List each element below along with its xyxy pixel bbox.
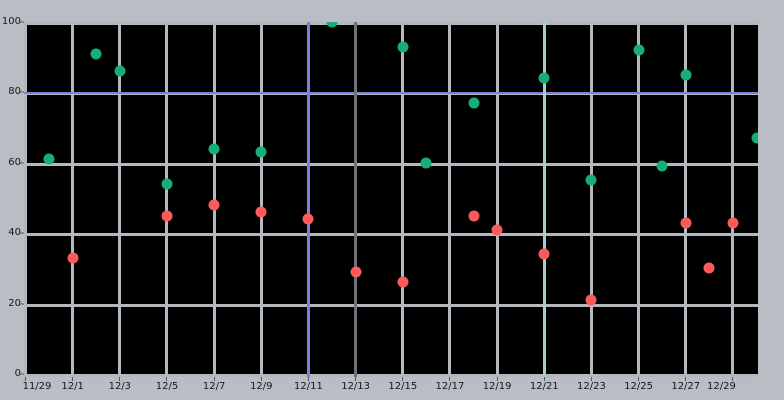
data-point-up[interactable]: [420, 157, 432, 169]
gridline-vertical: [212, 22, 216, 377]
y-axis-tick-mark: [20, 21, 24, 23]
gridline-vertical: [589, 22, 593, 377]
x-axis-tick-mark: [590, 377, 592, 381]
x-axis-tick-label: 12/5: [155, 381, 179, 392]
x-axis-tick-mark: [355, 377, 357, 381]
y-axis-tick-label: 40: [8, 227, 21, 239]
data-point-down[interactable]: [585, 294, 597, 306]
gridline-vertical: [259, 22, 263, 377]
data-point-down[interactable]: [302, 213, 314, 225]
y-axis-tick-mark: [20, 91, 24, 93]
gridline-vertical: [448, 22, 452, 377]
x-axis-tick-label: 12/9: [250, 381, 273, 392]
data-point-down[interactable]: [703, 262, 715, 274]
x-axis-tick-mark: [72, 377, 74, 381]
x-axis-tick-mark: [166, 377, 168, 381]
gridline-vertical: [71, 22, 75, 377]
data-point-up[interactable]: [43, 153, 55, 165]
x-axis-tick-mark: [213, 377, 215, 381]
x-axis-tick-label: 12/23: [577, 381, 606, 392]
x-axis-tick-label: 12/1: [61, 381, 84, 392]
gridline-horizontal: [24, 303, 758, 307]
y-axis-tick-label: 20: [8, 297, 21, 309]
plot-area[interactable]: [24, 22, 758, 377]
data-point-down[interactable]: [208, 199, 220, 211]
highlight-line-horizontal: [24, 92, 758, 95]
gridline-vertical: [118, 22, 122, 377]
gridline-vertical: [495, 22, 499, 377]
x-axis-tick-label: 12/19: [482, 381, 512, 392]
x-axis-tick-label: 12/15: [388, 381, 418, 392]
data-point-up[interactable]: [255, 146, 267, 158]
data-point-up[interactable]: [680, 69, 692, 81]
x-axis-tick-label: 12/7: [202, 381, 226, 392]
gridline-horizontal: [24, 22, 758, 25]
data-point-up[interactable]: [326, 22, 338, 28]
x-axis-tick-mark: [25, 377, 26, 381]
data-point-up[interactable]: [633, 44, 645, 56]
data-point-down[interactable]: [491, 224, 503, 236]
y-axis-tick-mark: [20, 232, 24, 234]
gridline-vertical: [24, 22, 27, 377]
data-point-up[interactable]: [751, 132, 758, 144]
y-axis-tick-label: 0: [14, 368, 21, 379]
x-axis-tick-mark: [496, 377, 498, 381]
x-axis-tick-mark: [402, 377, 404, 381]
data-point-down[interactable]: [67, 252, 79, 264]
data-point-down[interactable]: [255, 206, 267, 218]
data-point-up[interactable]: [208, 143, 220, 155]
x-axis-tick-mark: [732, 377, 734, 381]
y-axis-tick-label: 100: [1, 16, 21, 27]
x-axis-tick-label: 12/21: [529, 381, 559, 392]
data-point-down[interactable]: [727, 217, 739, 229]
gridline-horizontal: [24, 233, 758, 237]
y-axis-tick-label: 80: [8, 86, 21, 98]
data-point-up[interactable]: [114, 65, 126, 77]
x-axis-tick-mark: [543, 377, 545, 381]
data-point-down[interactable]: [538, 248, 550, 260]
y-axis-tick-label: 60: [8, 156, 21, 168]
gridline-horizontal: [24, 374, 758, 377]
gridline-vertical: [165, 22, 169, 377]
x-axis-tick-label: 12/11: [294, 381, 323, 392]
x-axis-tick-mark: [685, 377, 687, 381]
data-point-up[interactable]: [161, 178, 173, 190]
data-point-down[interactable]: [468, 210, 480, 222]
x-axis-tick-label: 12/17: [435, 381, 465, 392]
gridline-vertical: [637, 22, 641, 377]
x-axis-tick-mark: [260, 377, 262, 381]
data-point-down[interactable]: [680, 217, 692, 229]
highlight-line-vertical: [542, 22, 546, 377]
x-axis-tick-label: 12/25: [624, 381, 654, 392]
x-axis-tick-mark: [638, 377, 640, 381]
y-axis-tick-mark: [20, 303, 24, 305]
data-point-up[interactable]: [585, 174, 597, 186]
x-axis-tick-label: 12/29: [706, 381, 736, 392]
x-axis-tick-label: 12/3: [108, 381, 132, 392]
data-point-down[interactable]: [397, 276, 409, 288]
x-axis-tick-mark: [307, 377, 309, 381]
data-point-up[interactable]: [656, 160, 668, 172]
x-axis-tick-label: 12/27: [671, 381, 701, 392]
data-point-up[interactable]: [397, 41, 409, 53]
y-axis-tick-mark: [20, 373, 24, 375]
data-point-down[interactable]: [350, 266, 362, 278]
highlight-line-vertical: [354, 22, 358, 377]
gridline-vertical: [401, 22, 405, 377]
highlight-line-vertical: [306, 22, 310, 377]
x-axis-tick-mark: [449, 377, 451, 381]
gridline-horizontal: [24, 162, 758, 166]
gridline-vertical: [731, 22, 735, 377]
x-axis-tick-label: 12/13: [341, 381, 371, 392]
x-axis-tick-mark: [119, 377, 121, 381]
y-axis-tick-mark: [20, 162, 24, 164]
x-axis-tick-label: 11/29: [22, 381, 52, 392]
data-point-down[interactable]: [161, 210, 173, 222]
data-point-up[interactable]: [90, 48, 102, 60]
gridline-vertical: [684, 22, 688, 377]
data-point-up[interactable]: [538, 72, 550, 84]
data-point-up[interactable]: [468, 97, 480, 109]
